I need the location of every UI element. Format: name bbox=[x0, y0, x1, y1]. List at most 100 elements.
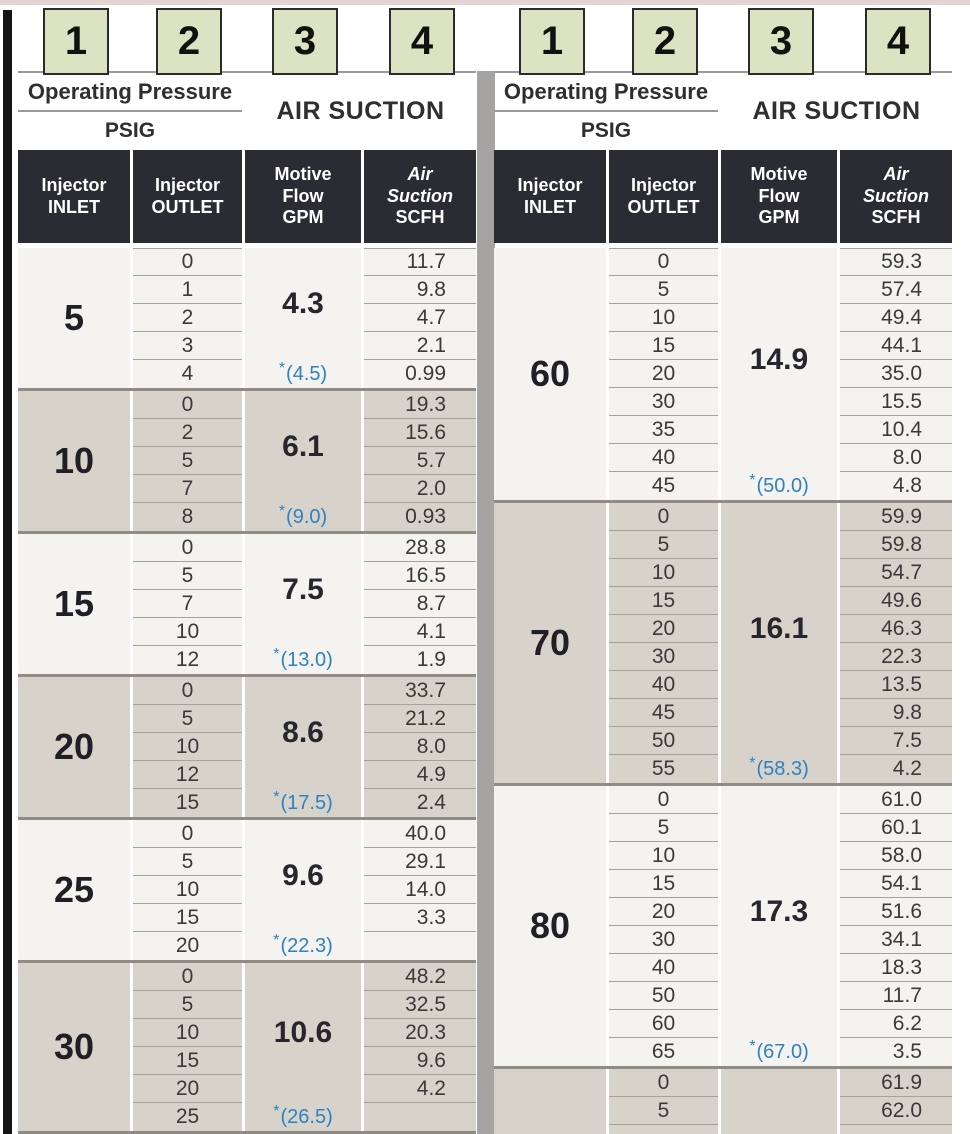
air-suction-value bbox=[840, 1125, 952, 1134]
air-suction-value: 9.8 bbox=[840, 699, 952, 727]
injector-inlet-cell: 25 bbox=[18, 820, 130, 960]
outlet-pressure-value: 15 bbox=[133, 1047, 242, 1075]
asterisk: * bbox=[749, 755, 756, 772]
outlet-pressure-value: 10 bbox=[133, 618, 242, 646]
air-suction-value: 46.3 bbox=[840, 615, 952, 643]
air-suction-value: 4.9 bbox=[364, 761, 476, 789]
outlet-pressure-value: 12 bbox=[175, 648, 200, 671]
air-suction-value: 3.5 bbox=[892, 1040, 922, 1063]
group-separator bbox=[18, 531, 476, 534]
air-suction-column: 48.2 32.5 20.3 9.6 4.2 bbox=[364, 963, 476, 1131]
pressure-group: 0 5 61.9 62.0 bbox=[494, 1069, 952, 1134]
outlet-pressure-value: 25 bbox=[175, 1105, 200, 1128]
inlet-pressure-value: 80 bbox=[529, 905, 571, 946]
header-line: Suction bbox=[387, 185, 453, 206]
pressure-group: 70 0 5 10 15 20 30 40 45 50 55 16.1 * (58.3) 59.9 59.8 5… bbox=[494, 503, 952, 783]
motive-flow-value: 8.6 bbox=[282, 716, 324, 749]
outlet-pressure-value: 20 bbox=[609, 898, 718, 926]
column-marker-3: 3 bbox=[748, 8, 814, 75]
air-suction-value: 28.8 bbox=[364, 534, 476, 562]
header-top-line bbox=[18, 71, 476, 73]
asterisk: * bbox=[273, 1103, 280, 1120]
air-suction-value: 4.8 bbox=[892, 474, 922, 497]
column-header-injector-outlet: Injector OUTLET bbox=[609, 150, 718, 243]
column-header-motive-flow-gpm: Motive Flow GPM bbox=[721, 150, 837, 243]
air-suction-value: 8.0 bbox=[364, 733, 476, 761]
group-separator bbox=[18, 817, 476, 820]
outlet-pressure-value: 10 bbox=[609, 842, 718, 870]
group-separator bbox=[494, 783, 952, 786]
air-suction-value: 2.0 bbox=[364, 475, 476, 503]
air-suction-label: AIR SUCTION bbox=[276, 97, 445, 125]
inlet-pressure-value: 25 bbox=[53, 869, 95, 910]
air-suction-value: 20.3 bbox=[364, 1019, 476, 1047]
asterisk: * bbox=[278, 503, 286, 520]
motive-flow-cell: 16.1 * (58.3) bbox=[721, 503, 837, 783]
header-line: Flow bbox=[282, 185, 324, 206]
column-marker-1: 1 bbox=[43, 8, 109, 75]
operating-pressure-label: Operating Pressure bbox=[18, 73, 242, 112]
air-suction-value: 13.5 bbox=[840, 671, 952, 699]
column-header-motive-flow-gpm: Motive Flow GPM bbox=[245, 150, 361, 243]
air-suction-value: 2.4 bbox=[416, 791, 446, 814]
outlet-pressure-value: 15 bbox=[609, 332, 718, 360]
asterisk: * bbox=[273, 646, 280, 663]
air-suction-value: 9.6 bbox=[364, 1047, 476, 1075]
inlet-pressure-value: 10 bbox=[53, 440, 95, 481]
outlet-pressure-value: 0 bbox=[133, 820, 242, 848]
column-header-injector-outlet: Injector OUTLET bbox=[133, 150, 242, 243]
outlet-pressure-value: 0 bbox=[133, 963, 242, 991]
outlet-pressure-value: 50 bbox=[609, 727, 718, 755]
air-suction-column: 61.9 62.0 bbox=[840, 1069, 952, 1134]
outlet-pressure-value: 2 bbox=[133, 419, 242, 447]
air-suction-label: AIR SUCTION bbox=[752, 97, 921, 125]
motive-flow-value: 17.3 bbox=[749, 895, 809, 928]
header-line: SCFH bbox=[395, 207, 445, 228]
inlet-pressure-value: 30 bbox=[53, 1026, 95, 1067]
motive-flow-max-value: * (17.5) bbox=[273, 789, 333, 814]
air-suction-value: 2.1 bbox=[364, 332, 476, 360]
header-top-line bbox=[494, 71, 952, 73]
outlet-pressure-value: 5 bbox=[609, 1097, 718, 1125]
header-line: OUTLET bbox=[151, 196, 224, 217]
air-suction-value: 1.9 bbox=[416, 648, 446, 671]
motive-flow-value bbox=[721, 1069, 837, 1125]
outlet-pressure-value: 0 bbox=[133, 677, 242, 705]
group-separator bbox=[494, 500, 952, 503]
header-line: SCFH bbox=[871, 207, 921, 228]
air-suction-value: 4.7 bbox=[364, 304, 476, 332]
air-suction-value: 22.3 bbox=[840, 643, 952, 671]
table-bottom-line bbox=[18, 1131, 476, 1134]
air-suction-value: 51.6 bbox=[840, 898, 952, 926]
group-separator bbox=[18, 674, 476, 677]
column-header-air-suction-scfh: Air Suction SCFH bbox=[840, 150, 952, 243]
outlet-pressure-value: 55 bbox=[651, 757, 676, 780]
header-line: Injector bbox=[154, 174, 220, 195]
air-suction-column: 11.7 9.8 4.7 2.1 0.99 bbox=[364, 248, 476, 388]
injector-inlet-cell bbox=[494, 1069, 606, 1134]
outlet-pressure-value: 5 bbox=[133, 447, 242, 475]
motive-flow-cell bbox=[721, 1069, 837, 1134]
operating-pressure-label: Operating Pressure bbox=[494, 73, 718, 112]
injector-outlet-column: 0 5 10 12 15 bbox=[133, 677, 242, 817]
injector-inlet-cell: 70 bbox=[494, 503, 606, 783]
air-suction-value: 4.2 bbox=[364, 1075, 476, 1103]
air-suction-column: 59.9 59.8 54.7 49.6 46.3 22.3 13.5 9.8 7.5 4.2 bbox=[840, 503, 952, 783]
air-suction-value: 54.1 bbox=[840, 870, 952, 898]
asterisk: * bbox=[749, 1038, 756, 1055]
air-suction-value: 61.9 bbox=[840, 1069, 952, 1097]
column-marker-2: 2 bbox=[632, 8, 698, 75]
inlet-pressure-value: 20 bbox=[53, 726, 95, 767]
pressure-group: 25 0 5 10 15 20 9.6 * (22.3) 40.0 29.1 14.0 3.3 bbox=[18, 820, 476, 960]
outlet-pressure-value: 15 bbox=[609, 587, 718, 615]
air-suction-column: 59.3 57.4 49.4 44.1 35.0 15.5 10.4 8.0 4.8 bbox=[840, 248, 952, 500]
group-separator bbox=[18, 960, 476, 963]
outlet-pressure-value: 15 bbox=[609, 870, 718, 898]
pressure-group: 5 0 1 2 3 4 4.3 * (4.5) 11.7 9.8 4.7 2.1 0.99 bbox=[18, 248, 476, 388]
air-suction-value: 35.0 bbox=[840, 360, 952, 388]
asterisk: * bbox=[749, 472, 756, 489]
outlet-pressure-value: 5 bbox=[133, 991, 242, 1019]
outlet-pressure-value: 5 bbox=[133, 562, 242, 590]
air-suction-value: 11.7 bbox=[840, 982, 952, 1010]
